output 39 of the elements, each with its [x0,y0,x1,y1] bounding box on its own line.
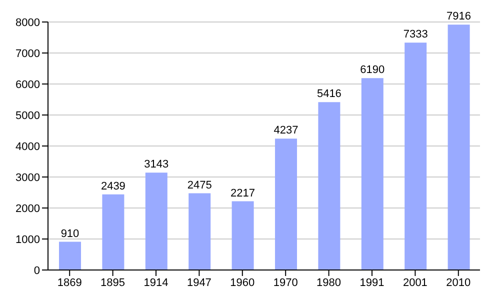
data-label: 5416 [316,88,342,100]
bar [145,172,168,270]
data-label: 7333 [403,28,428,41]
x-tick-label: 1960 [230,276,255,289]
data-label: 910 [60,228,80,240]
x-tick-label: 1895 [100,276,126,289]
x-tick-label: 1980 [316,276,342,289]
y-tick-label: 4000 [16,140,40,153]
data-label: 7916 [446,10,472,23]
data-label: 6190 [360,64,385,76]
y-tick-label: 5000 [16,110,40,122]
bar [232,201,254,270]
bar [318,102,340,270]
data-label: 4237 [274,124,298,137]
bar [188,193,211,270]
x-tick-label: 1869 [57,276,82,289]
y-tick-label: 2000 [16,202,40,215]
bar [59,242,81,270]
y-tick-label: 6000 [16,78,40,91]
bar [404,42,427,270]
data-label: 2217 [230,187,256,200]
bar [448,24,470,270]
data-label: 2439 [100,180,126,192]
bar [275,138,297,270]
x-tick-label: 1991 [360,276,384,289]
x-tick-label: 1947 [186,276,212,289]
bar [361,78,384,270]
x-tick-label: 1914 [144,276,168,289]
x-tick-label: 2010 [446,276,471,289]
y-tick-label: 7000 [16,48,40,60]
bar [102,194,124,270]
y-tick-label: 1000 [16,234,40,246]
x-tick-label: 1970 [273,276,298,289]
x-tick-label: 2001 [402,276,428,289]
data-label: 3143 [144,158,169,171]
y-tick-label: 0 [34,264,40,277]
y-tick-label: 8000 [16,16,40,29]
data-label: 2475 [187,179,212,192]
y-tick-label: 3000 [16,172,40,184]
